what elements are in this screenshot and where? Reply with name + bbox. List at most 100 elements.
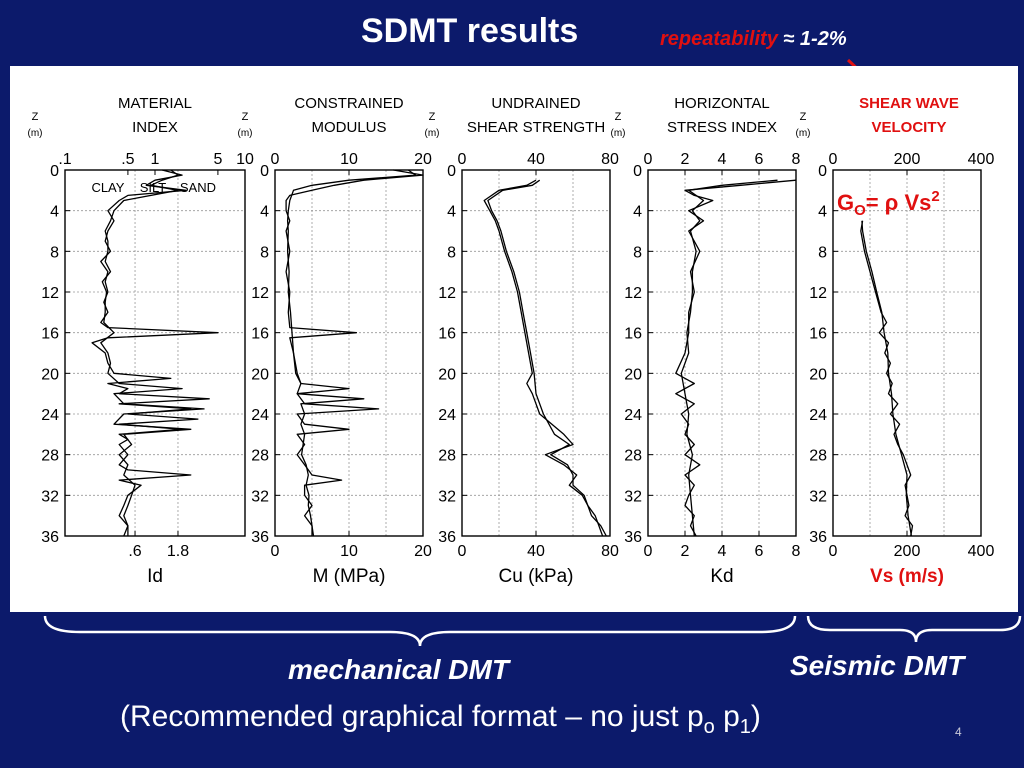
chart-title-line-2: INDEX bbox=[132, 119, 178, 136]
format-note-text: (Recommended graphical format – no just … bbox=[120, 700, 704, 733]
depth-tick-label: 36 bbox=[624, 529, 642, 546]
depth-tick-label: 32 bbox=[41, 488, 59, 505]
mechanical-dmt-caption: mechanical DMT bbox=[288, 654, 509, 685]
bottom-tick-label: 0 bbox=[271, 543, 280, 560]
profile-series-2 bbox=[286, 169, 417, 537]
profile-chart-4: 0 2 4 6 80 2 4 6 804812162024283236Z(m)HORIZONTA… bbox=[611, 95, 801, 587]
depth-tick-label: 28 bbox=[438, 448, 456, 465]
depth-tick-label: 16 bbox=[809, 326, 827, 343]
profile-chart-2: 0 10 20 0 10 20 0 4 8 12 16 20 24 28 32 36 Z (m) CONSTRAIN… bbox=[238, 95, 433, 587]
chart-title-line-1: SHEAR WAVE bbox=[859, 95, 959, 112]
depth-axis-unit: (m) bbox=[425, 128, 440, 139]
repeatability-value: ≈ 1-2% bbox=[777, 28, 847, 50]
depth-tick-label: 4 bbox=[447, 204, 456, 221]
soil-zone-label: CLAY bbox=[91, 180, 124, 195]
depth-tick-label: 8 bbox=[447, 244, 456, 261]
chart-title-line-2: STRESS INDEX bbox=[667, 119, 777, 136]
brace-decorations bbox=[43, 615, 1022, 647]
bottom-tick-label: 10 bbox=[340, 543, 358, 560]
top-tick-label: 4 bbox=[718, 151, 727, 168]
top-tick-label: 80 bbox=[601, 151, 619, 168]
depth-axis-unit: (m) bbox=[238, 128, 253, 139]
plot-frame bbox=[461, 169, 611, 537]
top-tick-label: 400 bbox=[968, 151, 995, 168]
soil-zone-label: SILT bbox=[140, 180, 167, 195]
depth-tick-label: 32 bbox=[624, 488, 642, 505]
profile-series-2 bbox=[861, 220, 913, 537]
chart-title-line-1: MATERIAL bbox=[118, 95, 192, 112]
depth-tick-label: 28 bbox=[624, 448, 642, 465]
profile-chart-3: 0 40 80 0 40 80 0 4 8 12 16 20 24 28 32 36 Z (m) UNDRAINED… bbox=[425, 95, 620, 587]
bottom-tick-label: 0 bbox=[644, 543, 653, 560]
bottom-tick-label: .6 bbox=[128, 543, 141, 560]
bottom-tick-label: 400 bbox=[968, 543, 995, 560]
plot-frame bbox=[274, 169, 424, 537]
bottom-tick-label: 4 bbox=[718, 543, 727, 560]
mechanical-brace bbox=[43, 615, 797, 647]
depth-tick-label: 32 bbox=[809, 488, 827, 505]
bottom-tick-label: 80 bbox=[601, 543, 619, 560]
depth-tick-label: 24 bbox=[251, 407, 269, 424]
format-note-end: ) bbox=[750, 700, 761, 733]
depth-tick-label: 16 bbox=[438, 326, 456, 343]
depth-tick-label: 4 bbox=[50, 204, 59, 221]
seismic-dmt-caption: Seismic DMT bbox=[790, 650, 965, 681]
top-tick-label: 0 bbox=[458, 151, 467, 168]
bottom-tick-label: 200 bbox=[894, 543, 921, 560]
top-tick-label: 0 bbox=[271, 151, 280, 168]
format-note-mid: p bbox=[714, 700, 740, 733]
depth-tick-label: 24 bbox=[41, 407, 59, 424]
formula-g: G bbox=[837, 190, 854, 215]
profile-series-2 bbox=[100, 169, 205, 536]
chart-panel: .1.5 1 5 10.6 1.8 0 4 8 12 16 20 24 28 32 36 Z (m) MATERI… bbox=[10, 66, 1018, 612]
bottom-tick-label: 8 bbox=[792, 543, 801, 560]
depth-tick-label: 16 bbox=[624, 326, 642, 343]
top-tick-label: 0 bbox=[829, 151, 838, 168]
depth-tick-label: 12 bbox=[251, 285, 269, 302]
depth-axis-label: Z bbox=[800, 111, 807, 123]
x-axis-label: Kd bbox=[710, 566, 733, 587]
top-tick-label: 2 bbox=[681, 151, 690, 168]
top-tick-label: .5 bbox=[121, 151, 134, 168]
profile-chart-5: 0 200 400 0 200 400 0 4 8 12 16 20 24 28 32 36 Z (m) SHEAR… bbox=[796, 95, 995, 587]
depth-tick-label: 0 bbox=[818, 163, 827, 180]
top-tick-label: 1 bbox=[151, 151, 160, 168]
depth-tick-label: 36 bbox=[809, 529, 827, 546]
bottom-tick-label: 20 bbox=[414, 543, 432, 560]
depth-tick-label: 24 bbox=[809, 407, 827, 424]
profile-series-1 bbox=[860, 220, 914, 537]
depth-tick-label: 36 bbox=[251, 529, 269, 546]
format-note: (Recommended graphical format – no just … bbox=[120, 700, 761, 739]
depth-axis-unit: (m) bbox=[796, 128, 811, 139]
page-number: 4 bbox=[955, 725, 962, 739]
depth-tick-label: 16 bbox=[41, 326, 59, 343]
chart-title-line-2: VELOCITY bbox=[871, 119, 946, 136]
profile-series-1 bbox=[675, 179, 797, 537]
depth-axis-unit: (m) bbox=[611, 128, 626, 139]
depth-tick-label: 20 bbox=[41, 366, 59, 383]
chart-title-line-2: MODULUS bbox=[311, 119, 386, 136]
depth-tick-label: 12 bbox=[438, 285, 456, 302]
depth-tick-label: 20 bbox=[624, 366, 642, 383]
repeatability-label: repeatability bbox=[660, 28, 778, 50]
depth-tick-label: 4 bbox=[633, 204, 642, 221]
profile-series-1 bbox=[91, 169, 219, 537]
depth-tick-label: 12 bbox=[41, 285, 59, 302]
depth-tick-label: 8 bbox=[633, 244, 642, 261]
plot-frame bbox=[647, 169, 797, 537]
top-tick-label: 10 bbox=[236, 151, 254, 168]
formula-sub: O bbox=[854, 202, 866, 219]
bottom-tick-label: 1.8 bbox=[167, 543, 189, 560]
depth-tick-label: 28 bbox=[41, 448, 59, 465]
chart-title-line-2: SHEAR STRENGTH bbox=[467, 119, 605, 136]
top-tick-label: 40 bbox=[527, 151, 545, 168]
format-note-sub-1: 1 bbox=[739, 716, 751, 738]
depth-tick-label: 4 bbox=[260, 204, 269, 221]
repeatability-note: repeatability ≈ 1-2% bbox=[660, 28, 847, 51]
format-note-sub-o: o bbox=[703, 716, 715, 738]
chart-title-line-1: UNDRAINED bbox=[491, 95, 580, 112]
profile-series-2 bbox=[487, 179, 604, 537]
x-axis-label: Cu (kPa) bbox=[499, 566, 574, 587]
bottom-tick-label: 6 bbox=[755, 543, 764, 560]
bottom-tick-label: 2 bbox=[681, 543, 690, 560]
